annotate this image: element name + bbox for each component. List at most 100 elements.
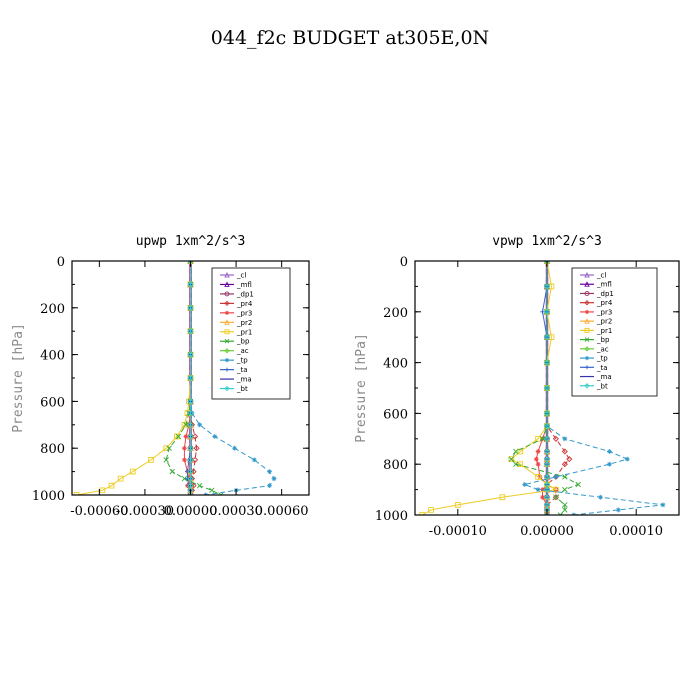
legend-marker: [584, 281, 590, 287]
y-tick-label: 0: [400, 255, 408, 270]
series-point: [607, 449, 612, 454]
series-point: [562, 436, 568, 442]
series-point: [543, 359, 551, 366]
legend-marker: [584, 300, 590, 306]
series-point: [598, 494, 603, 500]
legend-label: _dp1: [596, 290, 614, 298]
series-point: [117, 475, 124, 482]
series-point: [454, 501, 461, 508]
legend-label: _bt: [596, 382, 608, 390]
series-point: [166, 445, 172, 451]
series-point: [99, 487, 106, 494]
x-tick-label: 0.00030: [209, 504, 263, 519]
y-tick-label: 200: [40, 302, 65, 317]
y-tick-label: 0: [57, 255, 65, 270]
series-point: [544, 481, 550, 488]
series-point: [522, 482, 528, 487]
series-point: [508, 456, 515, 462]
legend-label: _tp: [236, 357, 248, 365]
series-point: [561, 461, 568, 468]
series-point: [428, 507, 434, 513]
legend-label: _bp: [236, 338, 250, 346]
series-point: [499, 494, 506, 501]
series-point: [187, 398, 194, 405]
legend-marker: [224, 291, 230, 297]
series-point: [537, 474, 543, 480]
series-point: [562, 474, 568, 480]
series-point: [163, 457, 169, 463]
legend-marker: [584, 337, 590, 342]
legend-marker: [584, 383, 590, 389]
legend-marker: [584, 346, 590, 352]
series-point: [543, 283, 551, 290]
y-tick-label: 400: [383, 357, 408, 372]
series-point: [186, 398, 192, 405]
series-point: [562, 507, 568, 513]
y-tick-label: 600: [40, 395, 65, 410]
series-point: [543, 334, 551, 341]
legend-label: _mfl: [236, 281, 252, 289]
series-point: [535, 474, 541, 480]
legend-marker: [224, 385, 230, 392]
series-point: [218, 492, 224, 495]
series-point: [513, 461, 519, 467]
series-point: [539, 436, 546, 442]
legend-label: _dp1: [236, 290, 254, 298]
series-line-pr1: [421, 261, 558, 515]
series-point: [187, 304, 194, 311]
series-point: [251, 457, 257, 463]
legend-label: _pr2: [236, 319, 252, 327]
series-point: [543, 423, 551, 430]
series-point: [181, 475, 188, 482]
series-point: [543, 486, 551, 493]
legend-marker: [224, 338, 230, 344]
y-tick-label: 600: [383, 407, 408, 422]
series-point: [192, 433, 199, 440]
legend-marker: [224, 281, 230, 287]
series-point: [543, 473, 551, 480]
legend-label: _pr2: [596, 318, 612, 326]
x-tick-label: -0.00010: [429, 524, 487, 539]
x-tick-label: 0.00000: [520, 524, 574, 539]
series-point: [543, 384, 551, 392]
series-point: [187, 281, 194, 288]
legend-marker: [224, 300, 230, 307]
legend-marker: [224, 329, 230, 335]
y-tick-label: 400: [40, 349, 65, 364]
panel-upwp: upwp 1xm^2/s^3 0 200 400 600 800 1000 -0.00060-…: [11, 234, 310, 519]
series-point: [193, 445, 200, 452]
series-point: [607, 461, 612, 467]
legend-label: _ma: [236, 376, 252, 384]
legend-marker: [584, 291, 590, 296]
series-point: [562, 502, 568, 508]
series-point: [73, 492, 80, 495]
series-point: [187, 475, 194, 482]
y-tick-label: 1000: [32, 489, 65, 504]
plot-area: [419, 261, 666, 515]
plot-area: [73, 261, 277, 495]
x-tick-label: 0.00060: [255, 504, 309, 519]
y-tick-label: 200: [383, 306, 408, 321]
series-point: [192, 456, 199, 463]
legend-marker: [585, 309, 589, 314]
legend-marker: [224, 319, 230, 325]
series-point: [561, 448, 568, 455]
series-point: [182, 445, 187, 451]
series-point: [181, 421, 188, 428]
series-point: [187, 351, 194, 358]
legend: _cl_mfl_dp1 _pr4_pr3 _pr2_pr1 _bp_ac _tp_ta _…: [211, 267, 291, 400]
series-point: [196, 482, 203, 489]
series-point: [660, 502, 666, 508]
series-point: [187, 374, 194, 382]
legend-label: _pr3: [596, 308, 612, 316]
series-point: [562, 486, 568, 493]
legend-label: _pr1: [236, 328, 252, 336]
series-point: [540, 487, 545, 492]
series-point: [183, 422, 189, 428]
legend-marker: [225, 367, 229, 372]
panel-vpwp: vpwp 1xm^2/s^3 0 200 400 600 800 1000 -0.00010 0…: [354, 234, 680, 539]
series-point: [553, 494, 559, 500]
series-point: [553, 474, 559, 480]
series-point: [615, 507, 621, 513]
x-tick-label: 0.00000: [164, 504, 218, 519]
